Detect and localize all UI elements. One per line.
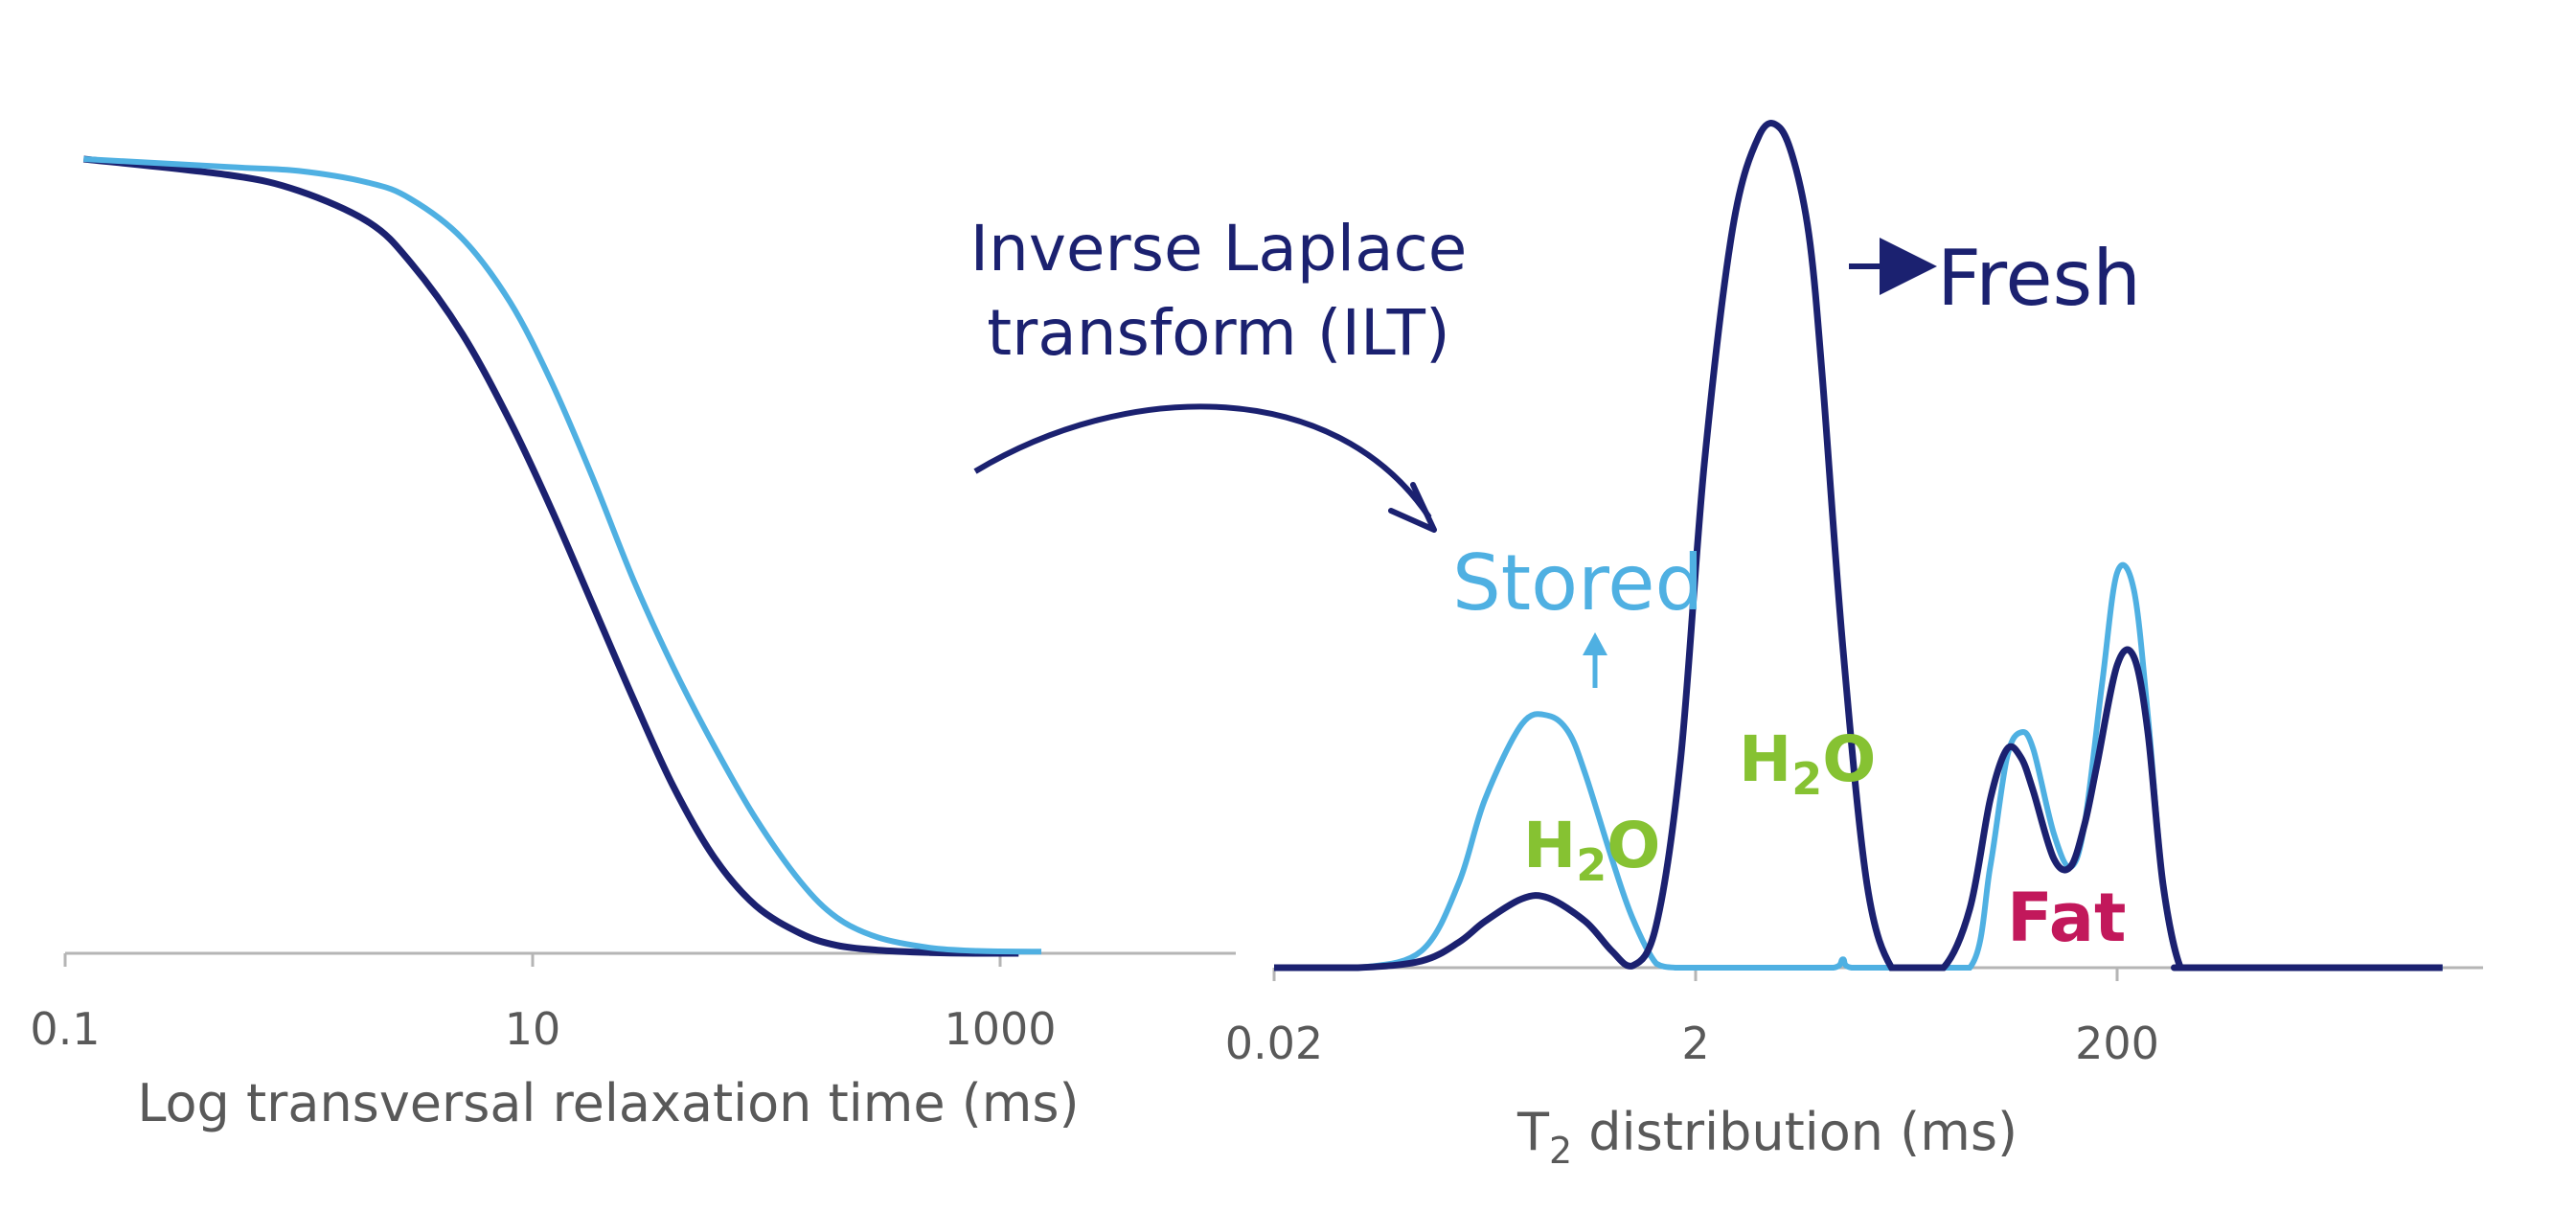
t2-fresh-line	[1274, 120, 2443, 972]
water-right-sub: 2	[1791, 753, 1822, 805]
decay-tick-label: 1000	[944, 1003, 1056, 1055]
ilt-arrowhead-icon	[1388, 482, 1437, 533]
decay-fresh-line	[82, 155, 1019, 957]
ilt-text-line2: transform (ILT)	[987, 296, 1450, 370]
water-right-h: H	[1739, 722, 1791, 796]
stored-arrow-icon	[1583, 632, 1607, 655]
decay-tick-label: 10	[505, 1003, 561, 1055]
fat-label: Fat	[2007, 879, 2126, 957]
water-left-sub: 2	[1576, 839, 1607, 891]
t2-tick-label: 2	[1681, 1018, 1709, 1069]
decay-chart: 0.1 10 1000 Log transversal relaxation tim…	[30, 155, 1236, 1133]
water-right-o: O	[1822, 722, 1876, 796]
stored-label: Stored	[1452, 538, 1703, 628]
water-label-left: H2O	[1523, 809, 1660, 891]
ilt-annotation: Inverse Laplace transform (ILT)	[970, 212, 1468, 533]
t2-x-axis-title: T2 distribution (ms)	[1516, 1102, 2017, 1172]
t2-ticks: 0.02 2 200	[1225, 968, 2159, 1069]
water-left-o: O	[1607, 809, 1660, 882]
t2-chart: 0.02 2 200 T2 distribution (ms)	[1225, 120, 2483, 1172]
t2-x-axis-title-main: T	[1516, 1102, 1550, 1162]
legend-fresh: Fresh	[1849, 234, 2141, 323]
ilt-text-line1: Inverse Laplace	[970, 212, 1468, 286]
t2-x-axis-title-subscript: 2	[1549, 1130, 1572, 1172]
decay-ticks: 0.1 10 1000	[30, 953, 1057, 1055]
legend-stored: Stored	[1452, 538, 1703, 688]
decay-x-axis-title: Log transversal relaxation time (ms)	[137, 1073, 1079, 1133]
t2-tick-label: 200	[2075, 1018, 2159, 1069]
water-left-h: H	[1523, 809, 1576, 882]
decay-tick-label: 0.1	[30, 1003, 100, 1055]
ilt-arrow-icon	[973, 403, 1432, 519]
water-label-right: H2O	[1739, 722, 1876, 805]
decay-stored-line	[83, 156, 1042, 955]
t2-tick-label: 0.02	[1225, 1018, 1323, 1069]
t2-x-axis-title-tail: distribution (ms)	[1572, 1102, 2017, 1162]
fresh-label: Fresh	[1937, 234, 2141, 323]
